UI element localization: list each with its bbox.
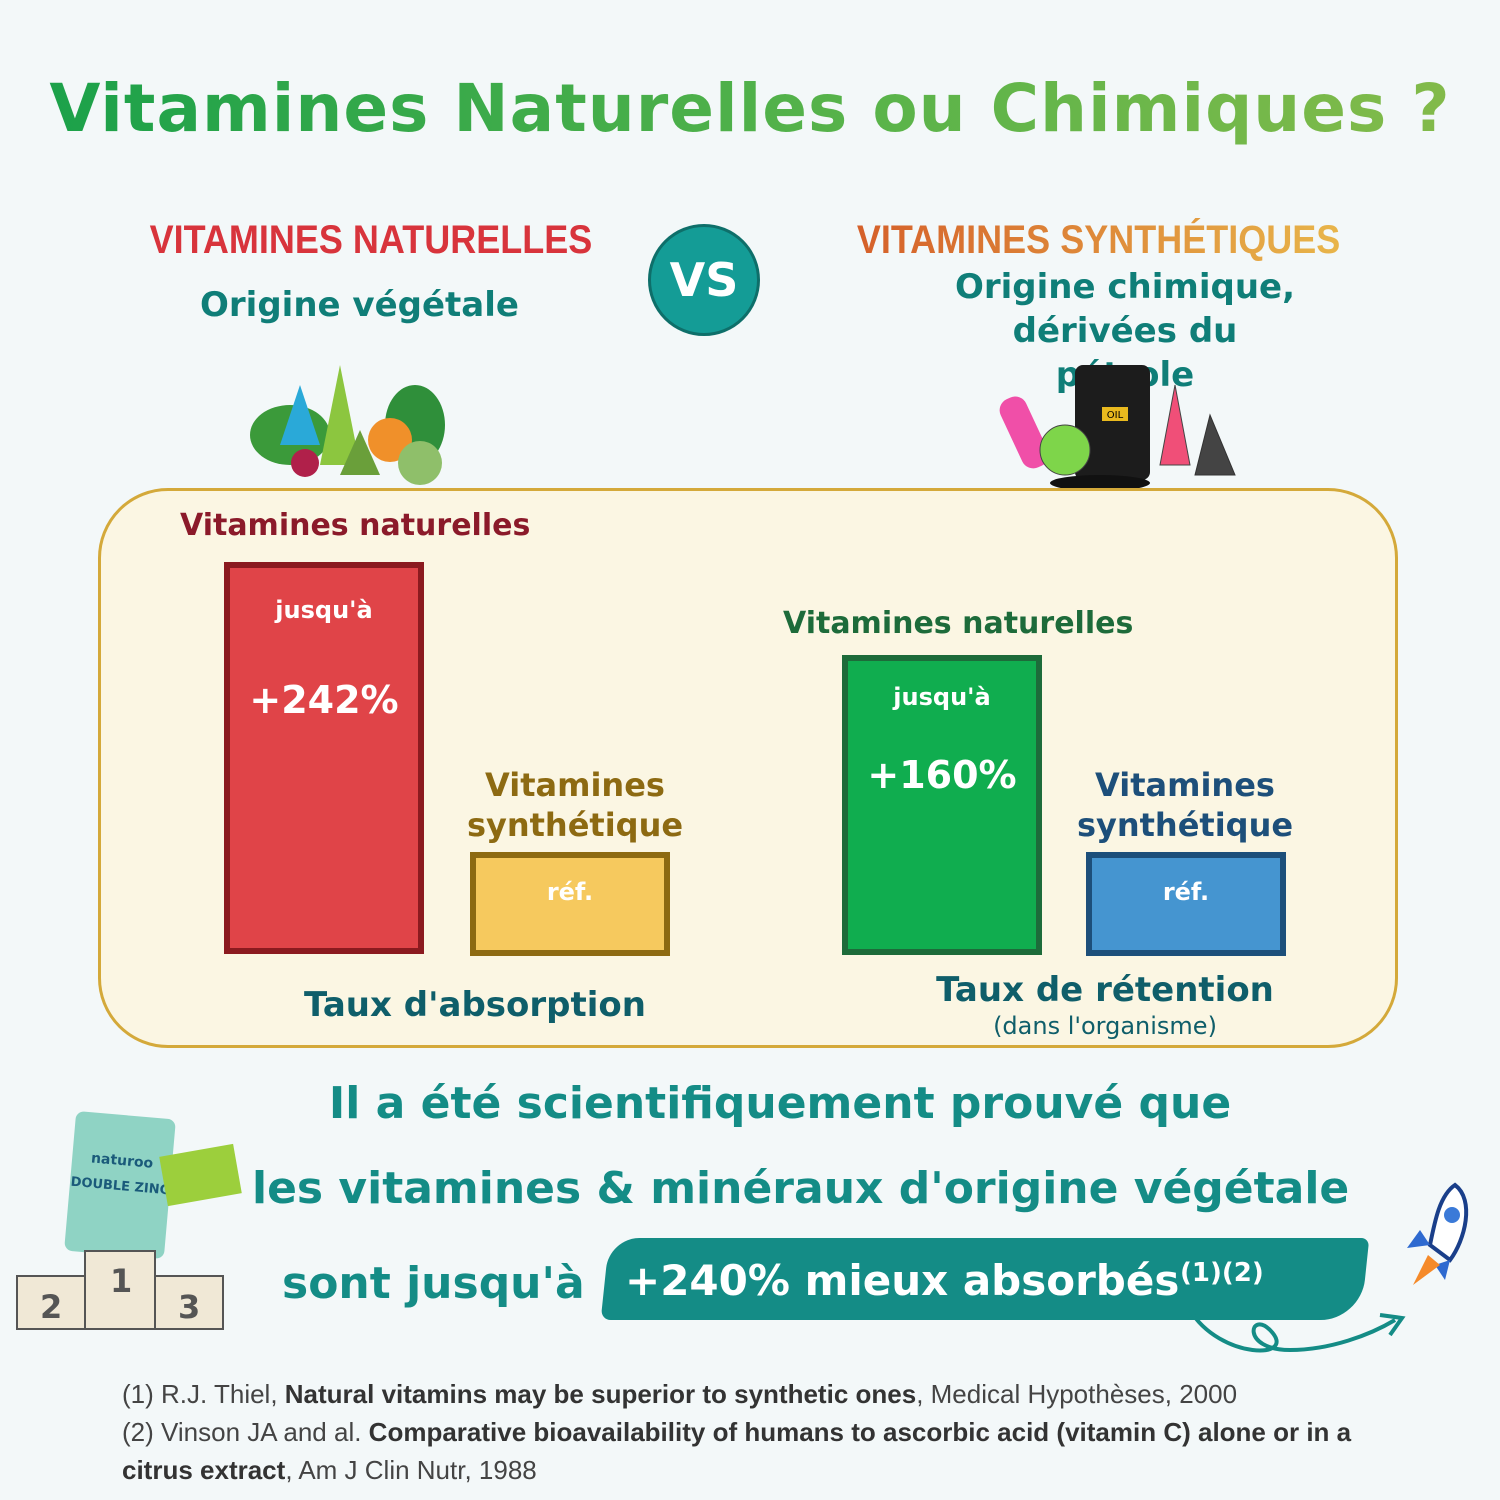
natural-subtitle: Origine végétale — [200, 285, 519, 325]
rocket-icon — [1407, 1182, 1469, 1285]
bar-label-natural-retention: Vitamines naturelles — [783, 606, 1134, 641]
podium-1: 1 — [110, 1262, 133, 1300]
bar-label-synthetic-absorption: Vitamines synthétique — [466, 766, 684, 844]
bar-natural-retention: jusqu'à +160% — [842, 655, 1042, 955]
podium-2: 2 — [40, 1288, 63, 1326]
bar-natural-absorption: jusqu'à +242% — [224, 562, 424, 954]
caption-retention-sub: (dans l'organisme) — [993, 1012, 1217, 1040]
message-line-1: Il a été scientifiquement prouvé que — [328, 1078, 1232, 1129]
vs-badge: VS — [648, 224, 760, 336]
synthetic-heading: VITAMINES SYNTHÉTIQUES — [856, 218, 1341, 262]
bar-synthetic-absorption: réf. — [470, 852, 670, 956]
arrow-swirl-icon — [1188, 1308, 1406, 1353]
footnotes: (1) R.J. Thiel, Natural vitamins may be … — [122, 1375, 1422, 1489]
product-pouch: naturoo DOUBLE ZINC — [64, 1110, 176, 1260]
synthetic-subtitle: Origine chimique, dérivées du pétrole — [954, 267, 1296, 395]
message-line-2: les vitamines & minéraux d'origine végét… — [252, 1163, 1350, 1214]
bar-label-natural-absorption: Vitamines naturelles — [180, 508, 531, 543]
natural-heading: VITAMINES NATURELLES — [149, 218, 593, 262]
page-title: Vitamines Naturelles ou Chimiques ? — [0, 70, 1500, 147]
references-marker: (1)(2) — [1180, 1258, 1264, 1288]
caption-retention: Taux de rétention — [936, 970, 1274, 1010]
vegetables-illustration — [250, 365, 445, 485]
svg-text:OIL: OIL — [1107, 410, 1124, 421]
oil-label-icon — [1102, 407, 1128, 421]
bar-synthetic-retention: réf. — [1086, 852, 1286, 956]
chemistry-oil-illustration: OIL — [999, 365, 1236, 491]
highlight-text: +240% mieux absorbés — [625, 1256, 1180, 1305]
message-line-3-prefix: sont jusqu'à — [282, 1258, 585, 1309]
footnote-2: (2) Vinson JA and al. Comparative bioava… — [122, 1417, 1352, 1485]
caption-absorption: Taux d'absorption — [304, 985, 646, 1025]
footnote-1: (1) R.J. Thiel, Natural vitamins may be … — [122, 1379, 1238, 1409]
bar-label-synthetic-retention: Vitamines synthétique — [1076, 766, 1294, 844]
podium-3: 3 — [178, 1288, 201, 1326]
